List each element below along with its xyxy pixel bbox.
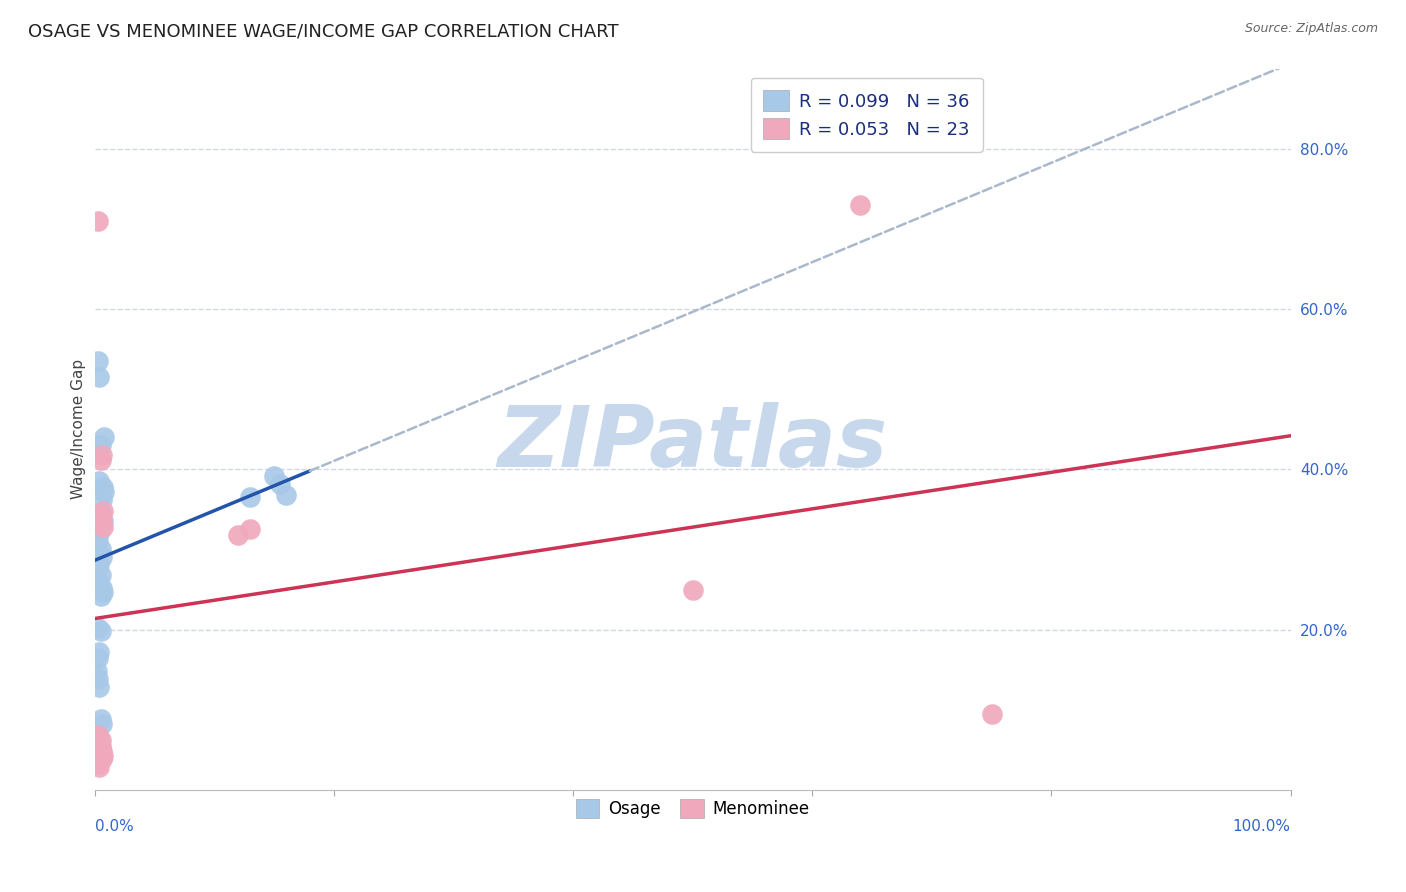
Point: [89, 508, 111, 523]
Point: [90, 512, 112, 526]
Point: [269, 476, 291, 491]
Point: [90, 448, 112, 462]
Point: [90, 744, 112, 758]
Point: [90, 542, 112, 557]
Point: [93, 484, 115, 499]
Point: [91, 749, 114, 764]
Point: [87, 621, 110, 635]
Point: [89, 576, 111, 591]
Text: ZIPatlas: ZIPatlas: [498, 402, 887, 485]
Point: [90, 507, 112, 521]
Point: [91, 480, 114, 494]
Point: [90, 452, 112, 467]
Point: [980, 706, 1002, 721]
Point: [87, 534, 110, 549]
Point: [239, 523, 262, 537]
Text: Source: ZipAtlas.com: Source: ZipAtlas.com: [1244, 22, 1378, 36]
Point: [90, 717, 112, 731]
Point: [849, 198, 872, 212]
Point: [91, 585, 114, 599]
Point: [90, 712, 112, 726]
Point: [91, 520, 114, 534]
Point: [90, 752, 112, 766]
Point: [89, 475, 111, 489]
Text: 100.0%: 100.0%: [1233, 819, 1291, 834]
Point: [90, 568, 112, 582]
Point: [87, 354, 110, 368]
Point: [91, 504, 114, 518]
Point: [89, 645, 111, 659]
Point: [87, 442, 110, 457]
Text: 0.0%: 0.0%: [94, 819, 134, 834]
Point: [89, 370, 111, 384]
Point: [90, 438, 112, 452]
Point: [87, 728, 110, 742]
Point: [89, 681, 111, 695]
Point: [90, 739, 112, 753]
Point: [239, 490, 262, 504]
Point: [89, 526, 111, 541]
Point: [87, 650, 110, 665]
Point: [263, 468, 285, 483]
Point: [90, 581, 112, 595]
Point: [90, 516, 112, 531]
Point: [90, 550, 112, 565]
Point: [91, 515, 114, 529]
Point: [86, 665, 108, 679]
Point: [90, 483, 112, 497]
Point: [89, 557, 111, 571]
Point: [93, 430, 115, 444]
Point: [89, 760, 111, 774]
Point: [87, 214, 110, 228]
Point: [87, 731, 110, 745]
Point: [87, 757, 110, 772]
Point: [90, 492, 112, 507]
Text: OSAGE VS MENOMINEE WAGE/INCOME GAP CORRELATION CHART: OSAGE VS MENOMINEE WAGE/INCOME GAP CORRE…: [28, 22, 619, 40]
Point: [274, 488, 297, 502]
Point: [87, 560, 110, 574]
Point: [90, 589, 112, 603]
Point: [87, 673, 110, 687]
Legend: Osage, Menominee: Osage, Menominee: [569, 792, 815, 825]
Point: [682, 582, 704, 597]
Point: [90, 624, 112, 639]
Point: [90, 733, 112, 747]
Y-axis label: Wage/Income Gap: Wage/Income Gap: [72, 359, 86, 500]
Point: [89, 749, 111, 764]
Point: [226, 528, 249, 542]
